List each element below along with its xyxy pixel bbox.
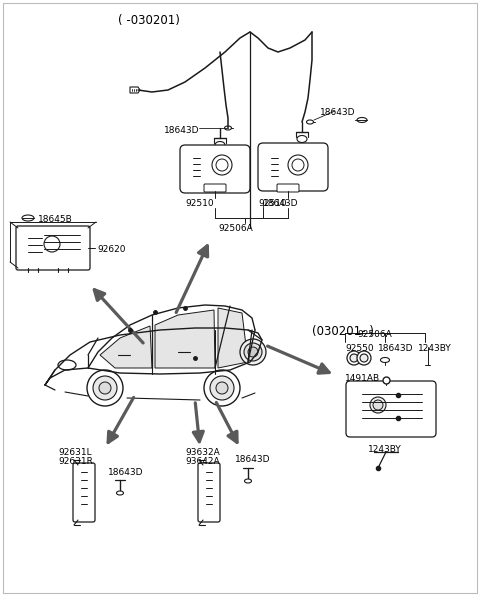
Circle shape <box>87 370 123 406</box>
FancyBboxPatch shape <box>204 184 226 192</box>
Ellipse shape <box>244 479 252 483</box>
Ellipse shape <box>297 135 307 142</box>
Ellipse shape <box>215 141 225 148</box>
Text: 92510: 92510 <box>186 199 214 208</box>
FancyBboxPatch shape <box>73 463 95 522</box>
Ellipse shape <box>357 117 367 123</box>
Circle shape <box>357 351 371 365</box>
FancyBboxPatch shape <box>258 143 328 191</box>
Text: ( -030201): ( -030201) <box>118 14 180 27</box>
Circle shape <box>240 339 266 365</box>
Circle shape <box>292 159 304 171</box>
Polygon shape <box>130 87 140 93</box>
Text: 92620: 92620 <box>97 245 125 254</box>
Text: 92506A: 92506A <box>218 224 253 233</box>
FancyBboxPatch shape <box>277 184 299 192</box>
Circle shape <box>350 354 358 362</box>
Circle shape <box>373 400 383 410</box>
Circle shape <box>288 155 308 175</box>
Circle shape <box>216 159 228 171</box>
Ellipse shape <box>381 358 389 362</box>
Polygon shape <box>100 326 152 368</box>
Text: 1491AB: 1491AB <box>345 374 380 383</box>
Circle shape <box>93 376 117 400</box>
Text: 18643D: 18643D <box>378 344 413 353</box>
Circle shape <box>360 354 368 362</box>
Text: 18643D: 18643D <box>320 108 356 117</box>
Circle shape <box>248 347 258 357</box>
Circle shape <box>216 382 228 394</box>
Circle shape <box>244 343 262 361</box>
Circle shape <box>204 370 240 406</box>
Text: 93632A: 93632A <box>185 448 220 457</box>
Text: 18643D: 18643D <box>235 455 271 464</box>
Ellipse shape <box>117 491 123 495</box>
Text: 93642A: 93642A <box>185 457 220 466</box>
Text: 1243BY: 1243BY <box>418 344 452 353</box>
Text: 92506A: 92506A <box>358 330 392 339</box>
Ellipse shape <box>58 360 76 370</box>
Text: 18643D: 18643D <box>164 126 200 135</box>
FancyBboxPatch shape <box>180 145 250 193</box>
Polygon shape <box>218 308 248 368</box>
Circle shape <box>210 376 234 400</box>
Circle shape <box>212 155 232 175</box>
Text: 92510: 92510 <box>259 199 288 208</box>
Circle shape <box>347 351 361 365</box>
Text: (030201- ): (030201- ) <box>312 325 374 338</box>
Text: 92631L: 92631L <box>58 448 92 457</box>
Text: 92631R: 92631R <box>58 457 93 466</box>
FancyBboxPatch shape <box>346 381 436 437</box>
Text: 18645B: 18645B <box>38 215 73 224</box>
Circle shape <box>370 397 386 413</box>
Ellipse shape <box>225 126 231 130</box>
FancyBboxPatch shape <box>16 226 90 270</box>
Text: 92550: 92550 <box>345 344 373 353</box>
FancyBboxPatch shape <box>198 463 220 522</box>
Ellipse shape <box>22 215 34 221</box>
Text: 1243BY: 1243BY <box>368 445 402 454</box>
Polygon shape <box>155 310 215 368</box>
Text: 18643D: 18643D <box>108 468 144 477</box>
Circle shape <box>44 236 60 252</box>
Ellipse shape <box>307 120 313 124</box>
Text: 18643D: 18643D <box>263 199 299 208</box>
Circle shape <box>99 382 111 394</box>
